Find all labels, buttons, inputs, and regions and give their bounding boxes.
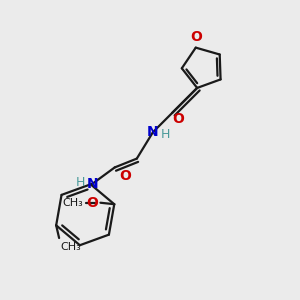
Text: N: N: [146, 125, 158, 139]
Text: CH₃: CH₃: [61, 242, 81, 251]
Text: O: O: [86, 196, 98, 210]
Text: H: H: [76, 176, 85, 189]
Text: H: H: [161, 128, 170, 141]
Text: O: O: [190, 30, 202, 44]
Text: O: O: [119, 169, 131, 183]
Text: N: N: [87, 177, 98, 190]
Text: CH₃: CH₃: [63, 198, 83, 208]
Text: O: O: [172, 112, 184, 126]
